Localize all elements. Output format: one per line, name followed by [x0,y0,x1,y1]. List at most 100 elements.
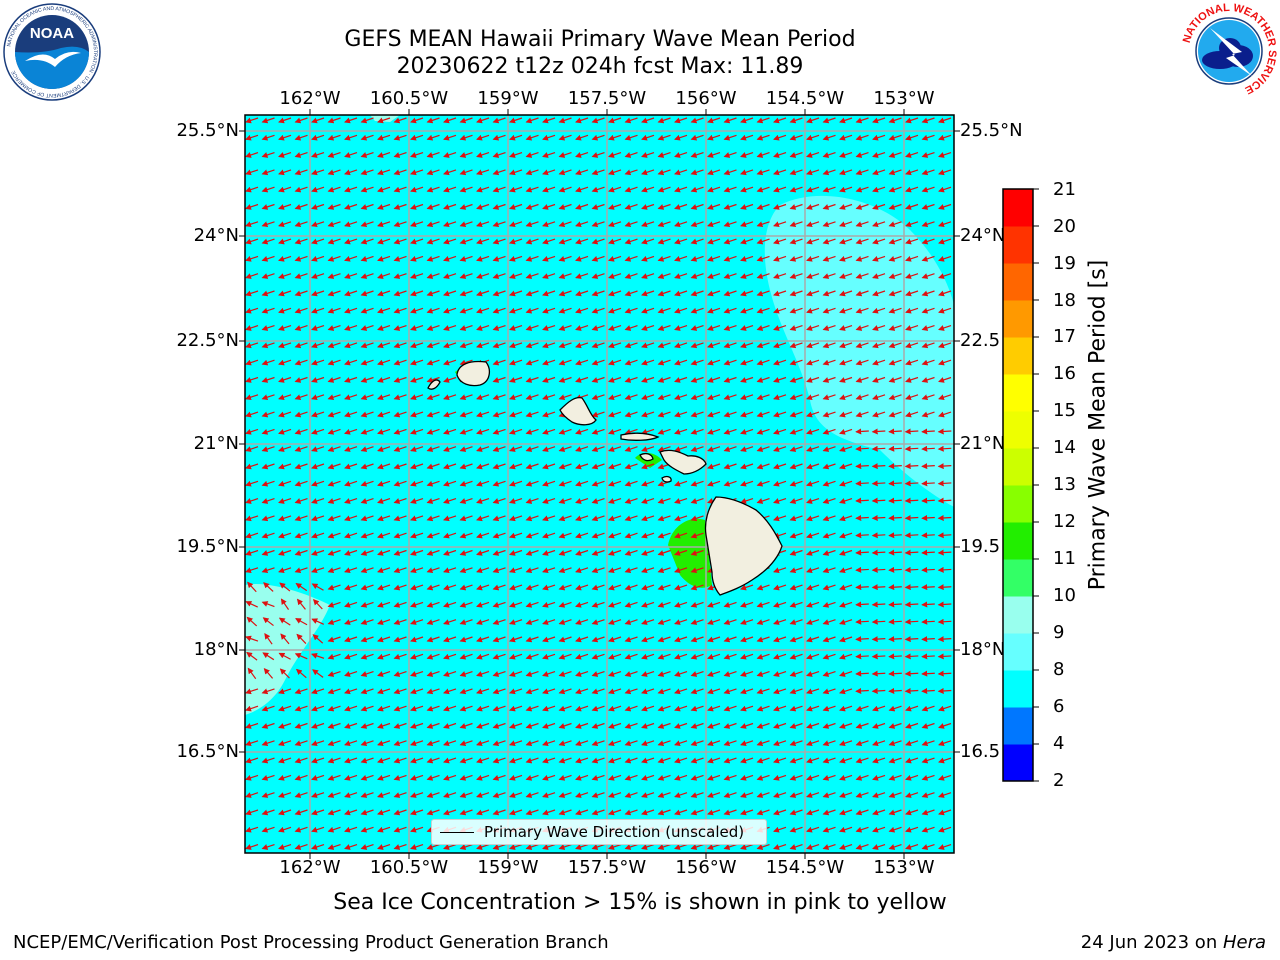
wave-arrow [690,169,704,176]
wave-arrow [872,273,886,279]
colorbar-tick: 16 [1053,363,1076,384]
colorbar-band [1003,411,1033,449]
wave-arrow [608,169,622,176]
wave-arrow [542,238,556,245]
wave-arrow [278,186,292,193]
wave-arrow [905,221,919,228]
wave-arrow [608,359,622,366]
wave-arrow [261,342,275,349]
wave-arrow [921,221,935,228]
wave-arrow [608,307,622,314]
wave-arrow [657,117,671,124]
wave-arrow [344,238,358,245]
wave-arrow [426,186,440,193]
wave-arrow [360,359,374,366]
wave-arrow [756,117,770,124]
wave-arrow [492,203,506,210]
wave-arrow [245,307,259,314]
colorbar-band [1003,189,1033,227]
wave-arrow [938,186,952,193]
wave-arrow [426,307,440,314]
map-legend: Primary Wave Direction (unscaled) [431,819,767,845]
wave-arrow [756,255,770,262]
wave-arrow [476,325,490,331]
colorbar-tick: 20 [1053,216,1076,237]
wave-arrow [591,290,605,297]
wave-arrow [245,359,259,366]
wave-arrow [723,273,737,279]
colorbar-tick: 18 [1053,290,1076,311]
colorbar-band [1003,559,1033,597]
wave-arrow [459,186,473,193]
wave-arrow [789,203,803,210]
wave-arrow [888,325,902,331]
wave-arrow [377,186,391,193]
wave-arrow [278,307,292,314]
wave-arrow [410,134,424,141]
wave-arrow [855,186,869,193]
lat-label: 18°N [960,639,1006,660]
wave-arrow [888,273,902,279]
wave-arrow [657,376,671,383]
nws-logo: NATIONAL WEATHER SERVICE [1181,2,1278,98]
lon-label: 162°W [279,88,341,109]
lat-label: 24°N [193,225,239,246]
wave-arrow [525,342,539,349]
wave-arrow [888,290,902,297]
wave-arrow [938,290,952,297]
wave-arrow [740,238,754,245]
wave-arrow [756,169,770,176]
wave-arrow [278,152,292,158]
wave-arrow [492,255,506,262]
wave-arrow [905,203,919,210]
wave-arrow [344,169,358,176]
wave-arrow [855,152,869,158]
wave-arrow [344,359,358,366]
wave-arrow [756,238,770,245]
wave-arrow [360,376,374,383]
wave-arrow [938,134,952,141]
wave-arrow [492,221,506,228]
wave-arrow [905,273,919,279]
wave-arrow [459,134,473,141]
wave-arrow [344,273,358,279]
wave-arrow [839,152,853,158]
wave-arrow [294,152,308,158]
wave-arrow [509,359,523,366]
wave-arrow [938,342,952,349]
lon-label: 153°W [873,88,935,109]
wave-arrow [921,134,935,141]
wave-arrow [575,255,589,262]
wave-arrow [261,117,275,124]
wave-arrow [806,325,820,331]
wave-arrow [822,221,836,228]
wave-arrow [525,376,539,383]
wave-arrow [690,221,704,228]
wave-arrow [410,307,424,314]
wave-arrow [327,255,341,262]
wave-arrow [558,359,572,366]
wave-arrow [641,117,655,124]
wave-arrow [476,307,490,314]
wave-arrow [327,325,341,331]
wave-arrow [674,117,688,124]
wave-arrow [410,273,424,279]
wave-arrow [938,117,952,124]
wave-arrow [707,152,721,158]
wave-arrow [641,255,655,262]
wave-arrow [806,376,820,383]
wave-arrow [393,273,407,279]
wave-arrow [459,307,473,314]
wave-arrow [525,325,539,331]
wave-arrow [542,307,556,314]
wave-arrow [426,325,440,331]
wave-arrow [624,342,638,349]
wave-arrow [624,255,638,262]
wave-arrow [839,238,853,245]
wave-arrow [641,376,655,383]
wave-arrow [261,238,275,245]
wave-arrow [525,307,539,314]
wave-arrow [558,342,572,349]
wave-arrow [476,134,490,141]
wave-arrow [707,255,721,262]
